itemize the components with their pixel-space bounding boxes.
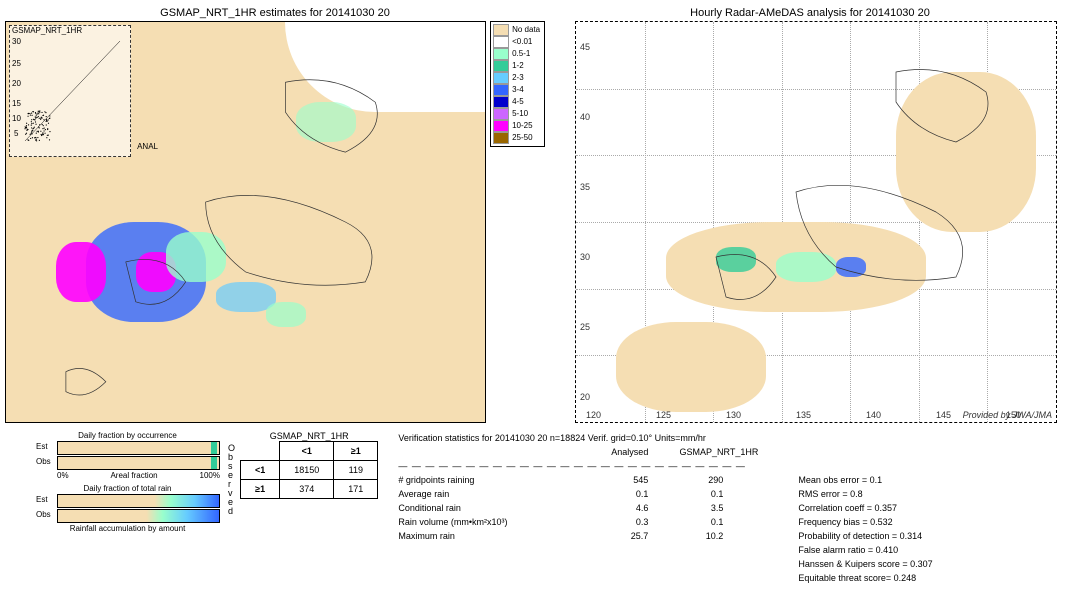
verif-stat: RMS error = 0.8: [798, 487, 932, 501]
verif-stat: Probability of detection = 0.314: [798, 529, 932, 543]
lat-tick: 40: [580, 112, 590, 122]
scatter-inset: GSMAP_NRT_1HR 30252015105 ANAL: [9, 25, 131, 157]
left-map-title: GSMAP_NRT_1HR estimates for 20141030 20: [5, 7, 545, 19]
svg-text:25: 25: [12, 59, 21, 68]
contingency-panel: GSMAP_NRT_1HR <1≥1 <118150119 ≥1374171 O…: [240, 431, 378, 585]
svg-text:15: 15: [12, 99, 21, 108]
lon-tick: 130: [726, 410, 741, 420]
lon-tick: 150: [1006, 410, 1021, 420]
color-legend: No data<0.010.5-11-22-33-44-55-1010-2525…: [490, 21, 545, 147]
legend-entry: 10-25: [493, 120, 542, 132]
verif-stat: Frequency bias = 0.532: [798, 515, 932, 529]
lat-tick: 25: [580, 322, 590, 332]
lon-tick: 120: [586, 410, 601, 420]
contingency-table: <1≥1 <118150119 ≥1374171: [240, 441, 378, 499]
legend-entry: 0.5-1: [493, 48, 542, 60]
legend-entry: <0.01: [493, 36, 542, 48]
left-map: GSMAP_NRT_1HR 30252015105 ANAL: [5, 21, 486, 423]
lon-tick: 140: [866, 410, 881, 420]
lat-tick: 30: [580, 252, 590, 262]
observed-label: Observed: [228, 444, 236, 516]
verif-stat: Mean obs error = 0.1: [798, 473, 932, 487]
svg-text:20: 20: [12, 79, 21, 88]
svg-text:30: 30: [12, 37, 21, 46]
svg-text:5: 5: [14, 129, 19, 138]
lat-tick: 35: [580, 182, 590, 192]
legend-entry: No data: [493, 24, 542, 36]
legend-entry: 4-5: [493, 96, 542, 108]
verif-stat: False alarm ratio = 0.410: [798, 543, 932, 557]
verif-stat: Hanssen & Kuipers score = 0.307: [798, 557, 932, 571]
legend-entry: 25-50: [493, 132, 542, 144]
verif-row: Rain volume (mm•km²x10³)0.30.1: [398, 515, 758, 529]
lat-tick: 45: [580, 42, 590, 52]
right-map: Provided by JWA/JMA 454035302520 1201251…: [575, 21, 1057, 423]
verif-row: Maximum rain25.710.2: [398, 529, 758, 543]
lon-tick: 135: [796, 410, 811, 420]
legend-entry: 3-4: [493, 84, 542, 96]
verif-row: # gridpoints raining545290: [398, 473, 758, 487]
verif-row: Conditional rain4.63.5: [398, 501, 758, 515]
legend-entry: 5-10: [493, 108, 542, 120]
right-map-title: Hourly Radar-AMeDAS analysis for 2014103…: [545, 7, 1075, 19]
verif-stat: Correlation coeff = 0.357: [798, 501, 932, 515]
lat-tick: 20: [580, 392, 590, 402]
lon-tick: 145: [936, 410, 951, 420]
verification-panel: Verification statistics for 20141030 20 …: [398, 431, 1075, 585]
svg-text:10: 10: [12, 114, 21, 123]
legend-entry: 1-2: [493, 60, 542, 72]
legend-entry: 2-3: [493, 72, 542, 84]
verif-row: Average rain0.10.1: [398, 487, 758, 501]
fraction-panel: Daily fraction by occurrence Est Obs 0%A…: [35, 431, 220, 585]
lon-tick: 125: [656, 410, 671, 420]
verif-stat: Equitable threat score= 0.248: [798, 571, 932, 585]
